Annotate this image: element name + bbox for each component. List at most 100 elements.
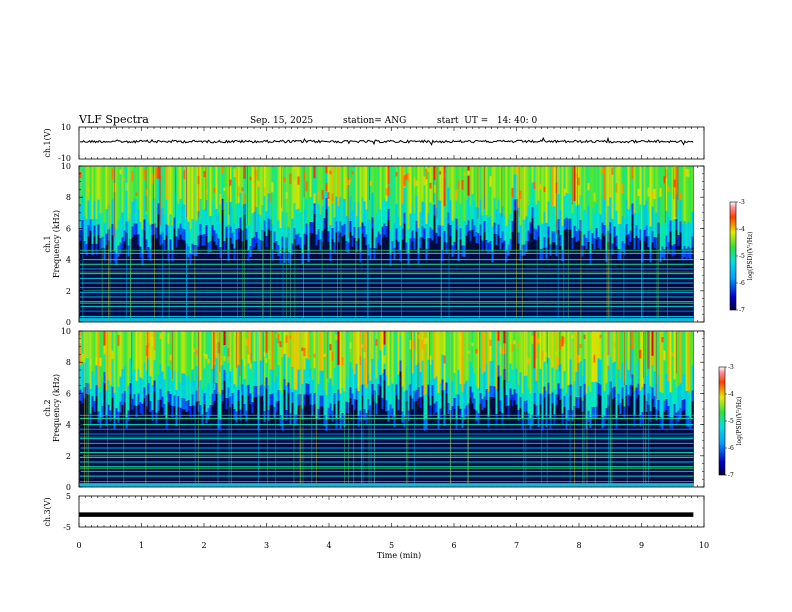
spectrogram-cell xyxy=(447,187,450,213)
spectrogram-cell xyxy=(617,369,620,395)
spectrogram-cell xyxy=(245,339,248,346)
spectrogram-cell xyxy=(301,331,304,385)
spectrogram-cell xyxy=(661,337,664,343)
spectrogram-cell xyxy=(595,331,598,383)
spectrogram-cell xyxy=(547,166,550,203)
spectrogram-cell xyxy=(213,389,216,401)
spectrogram-cell xyxy=(563,194,566,220)
spectrogram-cell xyxy=(221,365,224,391)
spectrogram-cell xyxy=(227,387,230,399)
spectrogram-cell xyxy=(129,358,132,384)
spectrogram-cell xyxy=(629,384,632,396)
spectrogram-cell xyxy=(433,331,436,380)
spectrogram-cell xyxy=(231,166,234,209)
colorbar-tick-label: -6 xyxy=(739,280,745,287)
spectrogram-cell xyxy=(669,331,672,393)
spectrogram-cell xyxy=(575,397,578,408)
spectrogram-cell xyxy=(457,225,460,251)
spectrogram-cell xyxy=(587,385,590,411)
spectrogram-cell xyxy=(145,395,148,407)
spectrogram-cell xyxy=(541,166,544,225)
spectrogram-cell xyxy=(131,171,134,182)
spectrogram-cell xyxy=(559,210,562,236)
spectrogram-cell xyxy=(403,391,406,417)
spectrogram-cell xyxy=(671,166,674,222)
spectrogram-cell xyxy=(495,166,498,210)
spectrogram-cell xyxy=(577,204,580,230)
spectrogram-cell xyxy=(257,238,260,250)
spectrogram-cell xyxy=(313,166,316,179)
spectrogram-cell xyxy=(603,354,606,358)
spectrogram-cell xyxy=(575,206,578,232)
spectrogram-cell xyxy=(331,166,334,204)
spectrogram-cell xyxy=(601,392,604,418)
panel-frame-1 xyxy=(78,126,705,160)
x-tick-label: 3 xyxy=(264,541,269,550)
spectrogram-cell xyxy=(215,339,218,343)
spectrogram-cell xyxy=(249,221,252,247)
spectrogram-cell xyxy=(127,166,130,222)
spectrogram-cell xyxy=(605,408,608,420)
spectrogram-cell xyxy=(613,342,616,348)
spectrogram-cell xyxy=(687,246,690,258)
spectrogram-cell xyxy=(301,383,304,409)
spectrogram-cell xyxy=(333,393,336,405)
spectrogram-cell xyxy=(133,198,136,224)
spectrogram-cell xyxy=(375,212,378,238)
spectrogram-cell xyxy=(553,331,556,390)
spectrogram-cell xyxy=(489,360,492,386)
spectrogram-cell xyxy=(375,331,378,380)
spectrogram-cell xyxy=(357,227,360,239)
spectrogram-cell xyxy=(639,331,642,392)
spectrogram-cell xyxy=(319,395,322,407)
spectrogram-cell xyxy=(613,166,616,203)
spectrogram-cell xyxy=(353,331,356,375)
spectrogram-cell xyxy=(621,215,624,241)
spectrogram-cell xyxy=(295,389,298,415)
spectrogram-cell xyxy=(307,226,310,252)
spectrogram-cell xyxy=(397,399,400,411)
spectrogram-cell xyxy=(491,361,494,387)
spectrogram-cell xyxy=(457,180,460,189)
spectrogram-cell xyxy=(579,386,582,398)
spectrogram-cell xyxy=(291,367,294,393)
spectrogram-cell xyxy=(645,400,648,412)
spectrogram-cell xyxy=(87,225,90,237)
spectrogram-cell xyxy=(125,417,128,429)
spectrogram-cell xyxy=(423,203,426,229)
spectrogram-cell xyxy=(133,331,136,370)
spectrogram-cell xyxy=(277,389,280,401)
spectrogram-cell xyxy=(345,166,348,217)
spectrogram-cell xyxy=(429,380,432,406)
spectrogram-cell xyxy=(165,393,168,419)
spectrogram-cell xyxy=(185,376,188,402)
spectrogram-cell xyxy=(509,238,512,250)
spectrogram-cell xyxy=(279,331,282,392)
spectrogram-cell xyxy=(291,166,294,220)
spectrogram-cell xyxy=(481,215,484,241)
spectrogram-cell xyxy=(231,207,234,233)
spectrogram-cell xyxy=(387,166,390,185)
spectrogram-cell xyxy=(163,166,166,216)
spectrogram-cell xyxy=(551,367,554,393)
spectrogram-cell xyxy=(377,359,380,385)
spectrogram-cell xyxy=(147,343,150,349)
spectrogram-cell xyxy=(307,331,310,360)
spectrogram-cell xyxy=(471,194,474,220)
spectrogram-cell xyxy=(515,393,518,405)
spectrogram-cell xyxy=(281,347,284,357)
spectrogram-cell xyxy=(105,208,108,234)
spectrogram-cell xyxy=(349,387,352,399)
spectrogram-cell xyxy=(527,413,530,425)
spectrogram-cell xyxy=(433,184,436,193)
spectrogram-cell xyxy=(357,331,360,392)
spectrogram-cell xyxy=(667,406,670,418)
spectrogram-cell xyxy=(123,391,126,403)
spectrogram-cell xyxy=(79,331,82,366)
spectrogram-cell xyxy=(251,238,254,250)
spectrogram-cell xyxy=(181,373,184,399)
spectrogram-cell xyxy=(459,228,462,240)
spectrogram-cell xyxy=(535,358,538,369)
spectrogram-cell xyxy=(259,331,262,362)
spectrogram-cell xyxy=(151,199,154,224)
